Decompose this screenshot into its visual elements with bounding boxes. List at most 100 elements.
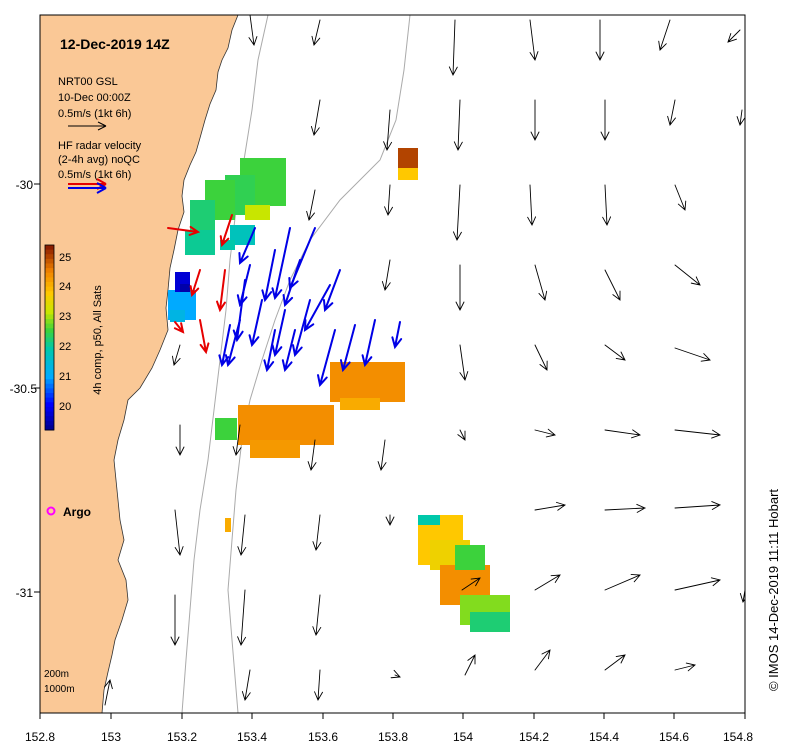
- colorbar-tick: 20: [59, 401, 71, 413]
- model-current-arrow: [241, 669, 251, 701]
- radar-current-arrow: [167, 225, 201, 236]
- radar-current-arrow: [271, 227, 291, 301]
- colorbar-tick: 21: [59, 371, 71, 383]
- colorbar-segment: [45, 323, 54, 329]
- model-legend: NRT00 GSL 10-Dec 00:00Z 0.5m/s (1kt 6h): [58, 76, 131, 131]
- radar-current-arrow: [238, 227, 256, 266]
- colorbar-segment: [45, 383, 54, 389]
- colorbar-segment: [45, 314, 54, 320]
- sst-pixel-block: [190, 200, 215, 230]
- radar-current-arrow: [216, 269, 226, 313]
- sst-pixel-block: [330, 362, 405, 402]
- model-current-arrow: [674, 662, 696, 672]
- model-current-arrow: [461, 577, 481, 591]
- model-current-arrow: [237, 589, 247, 647]
- model-legend-label: NRT00 GSL: [58, 76, 118, 88]
- model-current-arrow: [174, 509, 184, 557]
- radar-current-arrow: [292, 299, 311, 358]
- model-current-arrow: [527, 184, 537, 227]
- model-current-arrow: [170, 594, 180, 647]
- model-current-arrow: [457, 429, 466, 441]
- colorbar-title: 4h comp, p50, All Sats: [92, 285, 104, 395]
- model-current-arrow: [674, 501, 722, 510]
- sst-pixel-block: [455, 545, 485, 570]
- sst-pixel-block: [185, 230, 215, 255]
- colorbar-segment: [45, 332, 54, 338]
- sst-pixel-block: [220, 240, 235, 250]
- model-current-arrow: [381, 259, 391, 291]
- colorbar-segment: [45, 342, 54, 348]
- y-axis-labels: -30 -30.5 -31: [10, 178, 38, 600]
- model-current-arrow: [385, 514, 395, 527]
- sst-colorbar: [45, 245, 54, 431]
- model-current-arrow: [534, 428, 556, 438]
- x-tick-label: 152.8: [25, 730, 55, 744]
- colorbar-segment: [45, 328, 54, 334]
- depth-label: 200m: [44, 669, 69, 680]
- colorbar-tick: 25: [59, 252, 71, 264]
- model-current-arrow: [604, 574, 641, 591]
- colorbar-segment: [45, 346, 54, 352]
- colorbar-segment: [45, 379, 54, 385]
- colorbar-segment: [45, 268, 54, 274]
- radar-current-arrow: [303, 284, 331, 332]
- model-current-arrow: [311, 19, 321, 46]
- model-current-arrow: [604, 503, 647, 513]
- argo-float-marker: [46, 506, 56, 516]
- model-current-arrow: [175, 424, 185, 457]
- radar-current-arrow: [248, 299, 263, 348]
- colorbar-segment: [45, 416, 54, 422]
- radar-current-arrow: [232, 279, 246, 343]
- model-current-arrow: [464, 654, 476, 676]
- model-current-arrow: [674, 577, 721, 591]
- model-legend-arrow-head: [97, 121, 107, 131]
- model-current-arrow: [104, 679, 113, 706]
- model-current-arrow: [307, 439, 317, 471]
- radar-current-arrow: [281, 329, 296, 373]
- x-tick-label: 153: [101, 730, 121, 744]
- x-tick-label: 153.4: [237, 730, 267, 744]
- model-current-arrow: [452, 184, 462, 242]
- model-current-arrow: [604, 429, 641, 439]
- radar-current-arrow: [339, 324, 356, 373]
- model-current-arrow: [248, 15, 258, 46]
- sst-pixel-block: [245, 205, 270, 220]
- colorbar-tick-labels: 20 21 22 23 24 25: [59, 252, 71, 413]
- radar-current-arrow: [361, 319, 376, 368]
- colorbar-segment: [45, 356, 54, 362]
- y-tick-label: -30.5: [10, 382, 38, 396]
- y-tick-label: -30: [16, 178, 34, 192]
- x-tick-label: 154: [453, 730, 473, 744]
- x-tick-label: 154.8: [723, 730, 753, 744]
- model-current-arrow: [674, 264, 701, 286]
- map-title: 12-Dec-2019 14Z: [60, 36, 170, 52]
- hf-radar-arrows: [167, 214, 403, 388]
- colorbar-segment: [45, 397, 54, 403]
- radar-legend-label: HF radar velocity: [58, 140, 142, 152]
- model-current-arrow: [459, 344, 469, 381]
- argo-label: Argo: [63, 505, 91, 519]
- model-current-arrow: [453, 99, 463, 152]
- colorbar-segment: [45, 291, 54, 297]
- model-current-arrow: [232, 424, 242, 456]
- colorbar-segment: [45, 305, 54, 311]
- model-current-arrow: [667, 99, 676, 126]
- sst-pixel-block: [470, 612, 510, 632]
- colorbar-tick: 23: [59, 311, 71, 323]
- model-current-arrow: [534, 501, 566, 511]
- sst-pixel-block: [238, 405, 334, 445]
- colorbar-segment: [45, 245, 54, 251]
- colorbar-segment: [45, 277, 54, 283]
- x-axis-labels: 152.8 153 153.2 153.4 153.6 153.8 154 15…: [25, 730, 753, 744]
- colorbar-segment: [45, 254, 54, 260]
- x-tick-label: 154.4: [589, 730, 619, 744]
- colorbar-segment: [45, 365, 54, 371]
- model-current-arrow: [674, 184, 687, 211]
- model-current-arrow: [534, 649, 551, 671]
- model-current-arrow: [377, 439, 387, 471]
- model-current-arrow: [674, 347, 711, 362]
- colorbar-segment: [45, 300, 54, 306]
- colorbar-segment: [45, 272, 54, 278]
- radar-legend-label: (2-4h avg) noQC: [58, 154, 140, 166]
- sst-pixel-block: [215, 418, 237, 440]
